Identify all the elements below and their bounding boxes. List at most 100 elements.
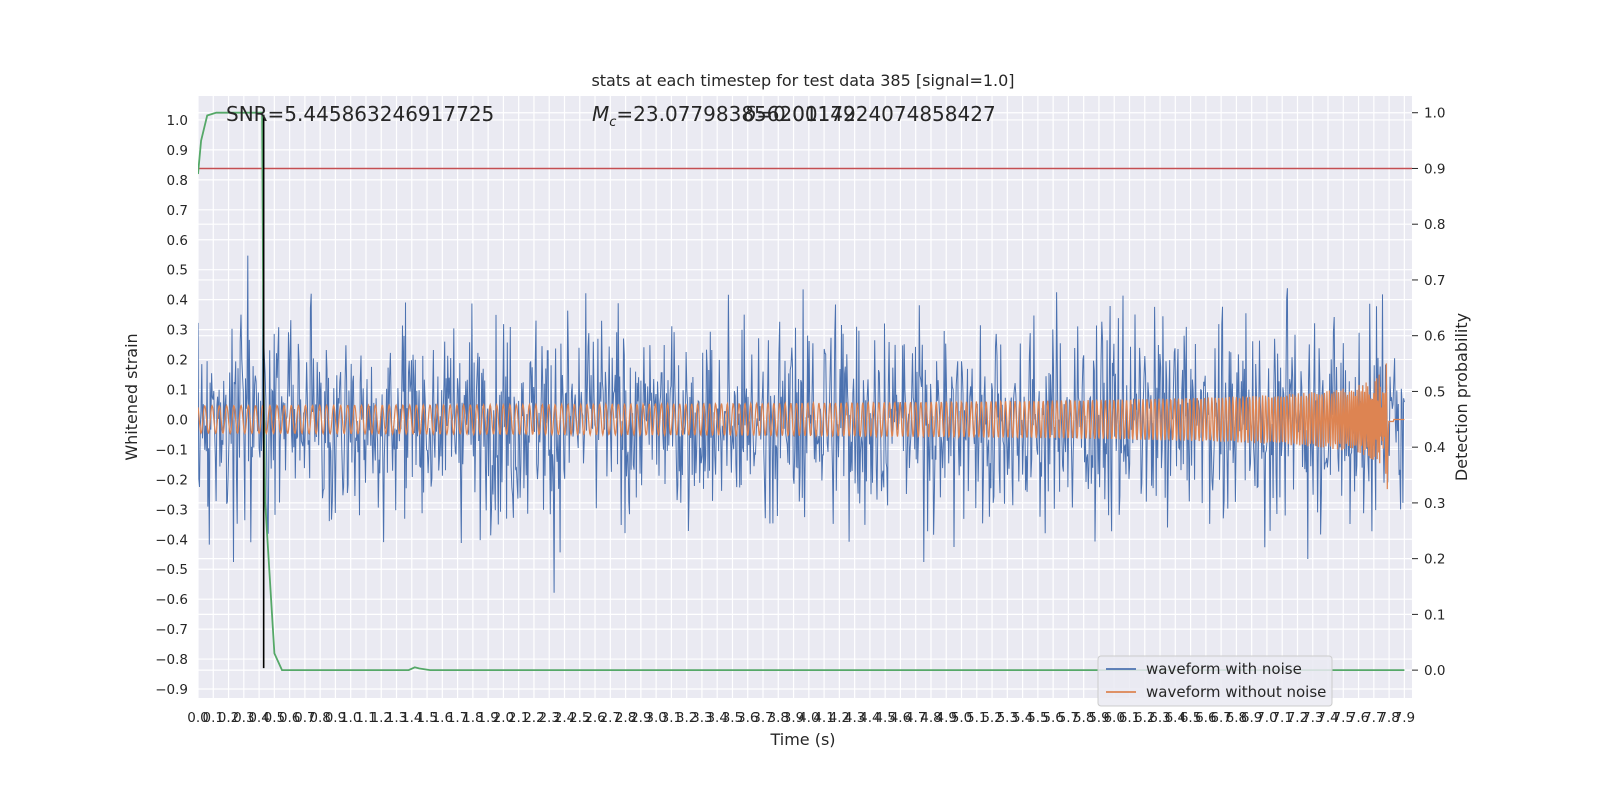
chirp-mass-subscript: c <box>609 115 616 130</box>
y-tick-label: −0.1 <box>155 442 188 458</box>
x-tick-label: 4.6 <box>890 710 911 726</box>
chirp-mass-annotation: Mc=23.077983856201172 <box>592 102 856 130</box>
y-tick-label: −0.5 <box>155 562 188 578</box>
y2-tick-label: 0.7 <box>1424 273 1445 289</box>
x-tick-label: 2.7 <box>600 710 621 726</box>
y-axis-ticks: −0.9 −0.8 −0.7 −0.6 −0.5 −0.4 −0.3 −0.2 −0.1 0.0 0… <box>155 113 188 698</box>
x-tick-label: 4.5 <box>874 710 895 726</box>
x-tick-label: 0.3 <box>233 710 254 726</box>
y-tick-label: −0.3 <box>155 502 188 518</box>
x-tick-label: 7.1 <box>1271 710 1292 726</box>
x-tick-label: 0.1 <box>203 710 224 726</box>
x-tick-label: 1.4 <box>401 710 422 726</box>
x-tick-label: 2.3 <box>538 710 559 726</box>
x-tick-label: 4.8 <box>920 710 941 726</box>
y2-tick-label: 0.9 <box>1424 161 1445 177</box>
x-tick-label: 6.8 <box>1226 710 1247 726</box>
y-tick-label: 1.0 <box>167 113 188 129</box>
x-tick-label: 1.8 <box>462 710 483 726</box>
x-tick-label: 7.8 <box>1378 710 1399 726</box>
y-tick-label: −0.7 <box>155 622 188 638</box>
x-tick-label: 0.2 <box>218 710 239 726</box>
x-tick-label: 7.7 <box>1363 710 1384 726</box>
x-tick-label: 2.9 <box>630 710 651 726</box>
x-tick-label: 3.8 <box>768 710 789 726</box>
x-tick-label: 1.1 <box>355 710 376 726</box>
x-tick-label: 1.7 <box>447 710 468 726</box>
legend-label-clean: waveform without noise <box>1146 683 1326 701</box>
x-tick-label: 2.0 <box>493 710 514 726</box>
x-tick-label: 4.0 <box>798 710 819 726</box>
x-tick-label: 6.9 <box>1241 710 1262 726</box>
x-tick-label: 0.6 <box>279 710 300 726</box>
y2-tick-label: 1.0 <box>1424 106 1445 122</box>
x-tick-label: 5.5 <box>1027 710 1048 726</box>
x-tick-label: 3.0 <box>645 710 666 726</box>
x-tick-label: 3.6 <box>737 710 758 726</box>
x-tick-label: 0.8 <box>309 710 330 726</box>
x-tick-label: 0.0 <box>187 710 208 726</box>
y-tick-label: −0.9 <box>155 682 188 698</box>
x-tick-label: 7.9 <box>1394 710 1415 726</box>
x-tick-label: 7.3 <box>1302 710 1323 726</box>
x-tick-label: 6.4 <box>1165 710 1186 726</box>
y2-tick-label: 0.8 <box>1424 217 1445 233</box>
y2-tick-label: 0.6 <box>1424 329 1445 345</box>
x-tick-label: 5.7 <box>1058 710 1079 726</box>
x-axis-label: Time (s) <box>769 730 835 749</box>
y2-tick-label: 0.5 <box>1424 384 1445 400</box>
y-tick-label: 0.6 <box>167 233 188 249</box>
y-tick-label: 0.2 <box>167 353 188 369</box>
x-tick-label: 1.3 <box>386 710 407 726</box>
x-tick-label: 2.5 <box>569 710 590 726</box>
x-tick-label: 7.4 <box>1317 710 1338 726</box>
x-tick-label: 4.4 <box>859 710 880 726</box>
y-tick-label: 0.8 <box>167 173 188 189</box>
x-tick-label: 1.9 <box>477 710 498 726</box>
chirp-mass-symbol: M <box>592 102 609 126</box>
x-tick-label: 4.3 <box>844 710 865 726</box>
y-tick-label: 0.5 <box>167 263 188 279</box>
x-tick-label: 3.1 <box>661 710 682 726</box>
x-tick-label: 4.2 <box>829 710 850 726</box>
x-tick-label: 3.7 <box>752 710 773 726</box>
x-tick-label: 6.3 <box>1149 710 1170 726</box>
y-tick-label: −0.8 <box>155 652 188 668</box>
x-tick-label: 1.2 <box>371 710 392 726</box>
x-tick-label: 4.7 <box>905 710 926 726</box>
x-axis-ticks: 0.00.10.20.30.40.50.60.70.80.91.01.11.21… <box>187 710 1415 726</box>
x-tick-label: 7.6 <box>1348 710 1369 726</box>
y-tick-label: 0.7 <box>167 203 188 219</box>
x-tick-label: 5.6 <box>1042 710 1063 726</box>
x-tick-label: 6.5 <box>1180 710 1201 726</box>
legend: waveform with noise waveform without noi… <box>1097 655 1333 707</box>
y-tick-label: −0.4 <box>155 532 188 548</box>
y2-tick-label: 0.0 <box>1424 663 1445 679</box>
svg-text:Mc=23.077983856201172: Mc=23.077983856201172 <box>592 102 856 130</box>
x-tick-label: 3.9 <box>783 710 804 726</box>
x-tick-label: 6.1 <box>1119 710 1140 726</box>
x-tick-label: 6.0 <box>1103 710 1124 726</box>
x-tick-label: 6.6 <box>1195 710 1216 726</box>
x-tick-label: 6.2 <box>1134 710 1155 726</box>
y2-axis-label: Detection probability <box>1452 313 1471 481</box>
x-tick-label: 5.9 <box>1088 710 1109 726</box>
x-tick-label: 3.2 <box>676 710 697 726</box>
x-tick-label: 5.4 <box>1012 710 1033 726</box>
y-tick-label: 0.3 <box>167 323 188 339</box>
x-tick-label: 0.5 <box>264 710 285 726</box>
y-tick-label: −0.2 <box>155 472 188 488</box>
y-tick-label: 0.4 <box>167 293 188 309</box>
overlap-annotation: δ=0.0014924074858427 <box>744 102 996 126</box>
legend-label-noise: waveform with noise <box>1146 660 1302 678</box>
x-tick-label: 4.1 <box>813 710 834 726</box>
y-tick-label: −0.6 <box>155 592 188 608</box>
plot-background <box>198 96 1412 698</box>
x-tick-label: 0.9 <box>325 710 346 726</box>
snr-annotation: SNR=5.445863246917725 <box>226 102 494 126</box>
y2-axis-ticks: 0.0 0.1 0.2 0.3 0.4 0.5 0.6 0.7 0.8 0.9 1.0 <box>1412 106 1445 679</box>
y-tick-label: 0.9 <box>167 143 188 159</box>
x-tick-label: 7.0 <box>1256 710 1277 726</box>
x-tick-label: 3.5 <box>722 710 743 726</box>
